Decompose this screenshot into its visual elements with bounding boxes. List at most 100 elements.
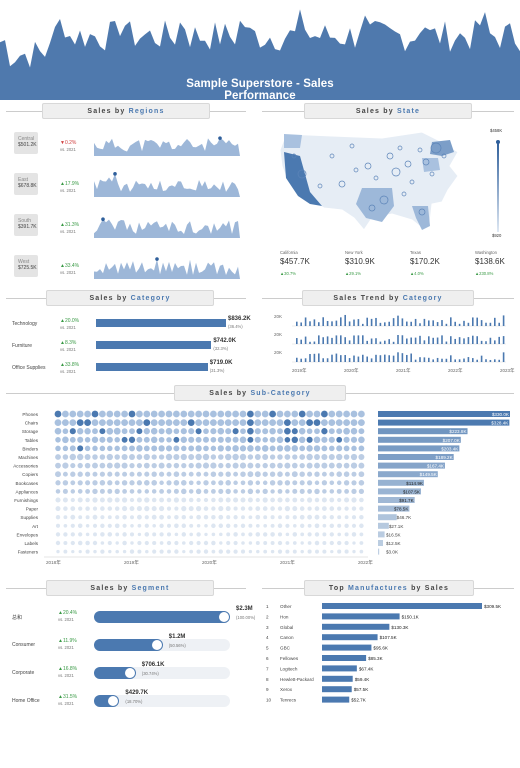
trend-bar[interactable] <box>309 321 311 326</box>
subcategory-dot[interactable] <box>359 524 364 529</box>
subcategory-dot[interactable] <box>144 428 150 434</box>
subcategory-dot[interactable] <box>107 489 112 494</box>
trend-bar[interactable] <box>468 323 470 326</box>
subcategory-dot[interactable] <box>189 489 194 494</box>
subcategory-dot[interactable] <box>337 481 342 486</box>
subcategory-dot[interactable] <box>99 411 106 418</box>
subcategory-dot[interactable] <box>359 506 363 510</box>
subcategory-dot[interactable] <box>314 411 321 418</box>
trend-bar[interactable] <box>353 320 355 326</box>
subcategory-dot[interactable] <box>337 506 341 510</box>
subcategory-dot[interactable] <box>78 532 82 536</box>
subcategory-dot[interactable] <box>152 498 157 503</box>
subcategory-dot[interactable] <box>63 480 68 485</box>
trend-bar[interactable] <box>428 336 430 344</box>
subcategory-dot[interactable] <box>336 411 343 418</box>
subcategory-dot[interactable] <box>315 550 319 554</box>
subcategory-dot[interactable] <box>233 532 238 537</box>
subcategory-dot[interactable] <box>277 480 282 485</box>
subcategory-dot[interactable] <box>263 550 267 554</box>
subcategory-dot[interactable] <box>210 419 217 426</box>
subcategory-dot[interactable] <box>359 480 365 486</box>
subcategory-dot[interactable] <box>196 532 200 536</box>
subcategory-dot[interactable] <box>358 411 365 418</box>
subcategory-dot[interactable] <box>270 445 276 451</box>
subcategory-dot[interactable] <box>55 471 61 477</box>
subcategory-dot[interactable] <box>336 419 343 426</box>
subcategory-dot[interactable] <box>78 524 83 529</box>
subcategory-bar[interactable] <box>378 514 397 520</box>
subcategory-dot[interactable] <box>55 419 62 426</box>
subcategory-dot[interactable] <box>137 489 141 493</box>
subcategory-dot[interactable] <box>285 454 291 460</box>
trend-bar[interactable] <box>476 360 478 362</box>
subcategory-dot[interactable] <box>167 472 172 477</box>
subcategory-dot[interactable] <box>114 419 121 426</box>
trend-bar[interactable] <box>314 319 316 326</box>
trend-bar[interactable] <box>410 354 412 362</box>
subcategory-dot[interactable] <box>255 515 260 520</box>
trend-bar[interactable] <box>490 360 492 362</box>
subcategory-dot[interactable] <box>277 463 283 469</box>
subcategory-dot[interactable] <box>351 489 356 494</box>
trend-bar[interactable] <box>296 338 298 344</box>
subcategory-dot[interactable] <box>78 497 83 502</box>
subcategory-dot[interactable] <box>321 445 327 451</box>
subcategory-dot[interactable] <box>314 428 320 434</box>
subcategory-dot[interactable] <box>86 515 90 519</box>
subcategory-dot[interactable] <box>255 437 261 443</box>
subcategory-dot[interactable] <box>86 524 90 528</box>
subcategory-dot[interactable] <box>233 549 237 553</box>
subcategory-dot[interactable] <box>314 419 321 426</box>
subcategory-dot[interactable] <box>55 463 61 469</box>
subcategory-dot[interactable] <box>300 533 304 537</box>
subcategory-dot[interactable] <box>151 411 158 418</box>
subcategory-dot[interactable] <box>189 463 194 468</box>
subcategory-dot[interactable] <box>196 428 202 434</box>
subcategory-dot[interactable] <box>167 506 171 510</box>
subcategory-dot[interactable] <box>233 481 238 486</box>
subcategory-dot[interactable] <box>167 515 171 519</box>
subcategory-dot[interactable] <box>255 506 260 511</box>
trend-bar[interactable] <box>450 355 452 362</box>
subcategory-dot[interactable] <box>56 524 60 528</box>
subcategory-dot[interactable] <box>308 532 312 536</box>
subcategory-dot[interactable] <box>85 489 90 494</box>
subcategory-dot[interactable] <box>352 515 356 519</box>
subcategory-dot[interactable] <box>321 454 327 460</box>
subcategory-dot[interactable] <box>145 550 149 554</box>
subcategory-dot[interactable] <box>226 532 230 536</box>
subcategory-dot[interactable] <box>55 454 61 460</box>
trend-bar[interactable] <box>366 357 368 362</box>
subcategory-dot[interactable] <box>352 550 355 553</box>
subcategory-dot[interactable] <box>308 541 312 545</box>
subcategory-dot[interactable] <box>270 498 275 503</box>
subcategory-dot[interactable] <box>344 524 348 528</box>
subcategory-dot[interactable] <box>100 480 105 485</box>
trend-bar[interactable] <box>419 323 421 326</box>
subcategory-dot[interactable] <box>174 463 179 468</box>
subcategory-dot[interactable] <box>254 419 261 426</box>
trend-bar[interactable] <box>402 318 404 326</box>
subcategory-dot[interactable] <box>210 428 216 434</box>
trend-bar[interactable] <box>331 338 333 344</box>
subcategory-dot[interactable] <box>358 436 365 443</box>
subcategory-dot[interactable] <box>166 445 172 451</box>
subcategory-dot[interactable] <box>70 454 76 460</box>
subcategory-dot[interactable] <box>323 524 327 528</box>
subcategory-dot[interactable] <box>71 489 75 493</box>
subcategory-dot[interactable] <box>344 446 350 452</box>
subcategory-dot[interactable] <box>144 454 150 460</box>
subcategory-dot[interactable] <box>181 437 187 443</box>
subcategory-dot[interactable] <box>352 532 357 537</box>
subcategory-dot[interactable] <box>196 472 201 477</box>
subcategory-dot[interactable] <box>115 506 120 511</box>
trend-bar[interactable] <box>353 335 355 344</box>
subcategory-dot[interactable] <box>314 489 319 494</box>
subcategory-dot[interactable] <box>152 550 156 554</box>
subcategory-dot[interactable] <box>204 533 207 536</box>
subcategory-dot[interactable] <box>271 515 275 519</box>
trend-bar[interactable] <box>503 315 505 326</box>
subcategory-dot[interactable] <box>151 419 158 426</box>
subcategory-dot[interactable] <box>55 497 60 502</box>
